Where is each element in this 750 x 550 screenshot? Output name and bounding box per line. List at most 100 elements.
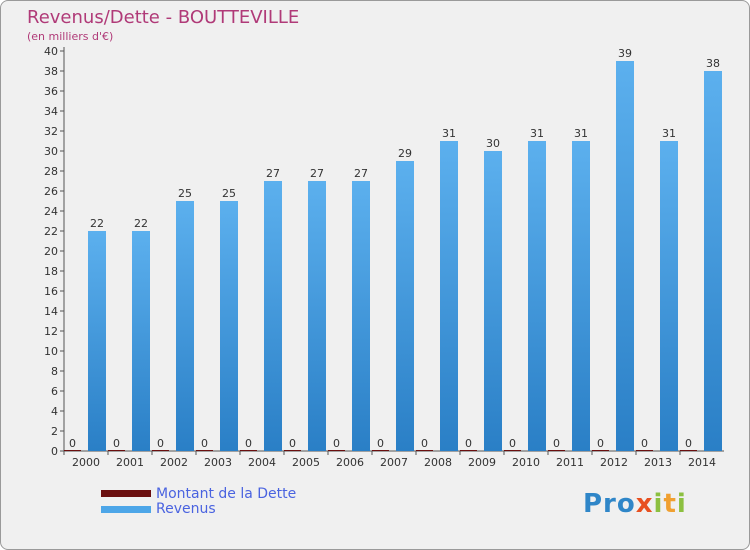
data-label-revenus-2012: 39 bbox=[618, 47, 632, 60]
y-tick-label-8: 8 bbox=[51, 365, 58, 378]
bar-dette-2005 bbox=[284, 450, 301, 451]
legend-swatch-revenus bbox=[101, 506, 151, 513]
data-label-dette-2004: 0 bbox=[245, 437, 252, 450]
bar-dette-2000 bbox=[64, 450, 81, 451]
data-label-dette-2007: 0 bbox=[377, 437, 384, 450]
legend-label-dette: Montant de la Dette bbox=[156, 486, 297, 502]
data-label-revenus-2007: 29 bbox=[398, 147, 412, 160]
data-label-revenus-2008: 31 bbox=[442, 127, 456, 140]
bar-dette-2011 bbox=[548, 450, 565, 451]
data-label-dette-2006: 0 bbox=[333, 437, 340, 450]
y-tick-label-6: 6 bbox=[51, 385, 58, 398]
y-tick-label-30: 30 bbox=[44, 145, 58, 158]
y-tick-label-28: 28 bbox=[44, 165, 58, 178]
data-label-revenus-2013: 31 bbox=[662, 127, 676, 140]
y-tick-label-36: 36 bbox=[44, 85, 58, 98]
bar-revenus-2011 bbox=[572, 141, 590, 451]
bar-dette-2010 bbox=[504, 450, 521, 451]
y-tick-label-26: 26 bbox=[44, 185, 58, 198]
x-tick-label-2003: 2003 bbox=[204, 456, 232, 469]
y-tick-label-20: 20 bbox=[44, 245, 58, 258]
x-tick-label-2005: 2005 bbox=[292, 456, 320, 469]
bar-dette-2008 bbox=[416, 450, 433, 451]
y-tick-label-34: 34 bbox=[44, 105, 58, 118]
bar-dette-2004 bbox=[240, 450, 257, 451]
data-label-revenus-2011: 31 bbox=[574, 127, 588, 140]
data-label-dette-2002: 0 bbox=[157, 437, 164, 450]
data-label-dette-2012: 0 bbox=[597, 437, 604, 450]
bar-revenus-2010 bbox=[528, 141, 546, 451]
bar-dette-2002 bbox=[152, 450, 169, 451]
x-tick-label-2012: 2012 bbox=[600, 456, 628, 469]
bar-dette-2006 bbox=[328, 450, 345, 451]
x-tick-label-2007: 2007 bbox=[380, 456, 408, 469]
bar-revenus-2000 bbox=[88, 231, 106, 451]
bar-dette-2003 bbox=[196, 450, 213, 451]
data-label-revenus-2010: 31 bbox=[530, 127, 544, 140]
bar-revenus-2014 bbox=[704, 71, 722, 451]
x-tick-label-2004: 2004 bbox=[248, 456, 276, 469]
data-label-revenus-2001: 22 bbox=[134, 217, 148, 230]
bar-revenus-2009 bbox=[484, 151, 502, 451]
x-tick-label-2014: 2014 bbox=[688, 456, 716, 469]
data-label-dette-2001: 0 bbox=[113, 437, 120, 450]
bar-dette-2014 bbox=[680, 450, 697, 451]
y-tick-label-40: 40 bbox=[44, 45, 58, 58]
bar-revenus-2012 bbox=[616, 61, 634, 451]
y-tick-label-12: 12 bbox=[44, 325, 58, 338]
data-label-dette-2014: 0 bbox=[685, 437, 692, 450]
chart-subtitle: (en milliers d'€) bbox=[27, 30, 114, 43]
data-label-revenus-2014: 38 bbox=[706, 57, 720, 70]
data-label-dette-2010: 0 bbox=[509, 437, 516, 450]
data-label-revenus-2003: 25 bbox=[222, 187, 236, 200]
data-label-dette-2011: 0 bbox=[553, 437, 560, 450]
data-label-revenus-2006: 27 bbox=[354, 167, 368, 180]
bar-revenus-2013 bbox=[660, 141, 678, 451]
bar-revenus-2004 bbox=[264, 181, 282, 451]
bar-revenus-2008 bbox=[440, 141, 458, 451]
bar-dette-2013 bbox=[636, 450, 653, 451]
proxiti-logo: Proxiti bbox=[583, 489, 687, 519]
bar-revenus-2007 bbox=[396, 161, 414, 451]
x-tick-label-2000: 2000 bbox=[72, 456, 100, 469]
y-tick-label-14: 14 bbox=[44, 305, 58, 318]
bar-revenus-2002 bbox=[176, 201, 194, 451]
bar-dette-2007 bbox=[372, 450, 389, 451]
legend-swatch-dette bbox=[101, 490, 151, 497]
data-label-dette-2000: 0 bbox=[69, 437, 76, 450]
data-label-revenus-2000: 22 bbox=[90, 217, 104, 230]
y-tick-label-22: 22 bbox=[44, 225, 58, 238]
bar-dette-2009 bbox=[460, 450, 477, 451]
x-tick-label-2008: 2008 bbox=[424, 456, 452, 469]
x-tick-label-2010: 2010 bbox=[512, 456, 540, 469]
y-tick-label-0: 0 bbox=[51, 445, 58, 458]
bar-dette-2012 bbox=[592, 450, 609, 451]
y-tick-label-10: 10 bbox=[44, 345, 58, 358]
data-label-dette-2008: 0 bbox=[421, 437, 428, 450]
x-tick-label-2006: 2006 bbox=[336, 456, 364, 469]
y-tick-label-32: 32 bbox=[44, 125, 58, 138]
data-label-dette-2009: 0 bbox=[465, 437, 472, 450]
bar-revenus-2001 bbox=[132, 231, 150, 451]
y-tick-label-4: 4 bbox=[51, 405, 58, 418]
y-tick-label-18: 18 bbox=[44, 265, 58, 278]
legend-label-revenus: Revenus bbox=[156, 501, 216, 517]
x-tick-label-2009: 2009 bbox=[468, 456, 496, 469]
data-label-dette-2013: 0 bbox=[641, 437, 648, 450]
data-label-dette-2005: 0 bbox=[289, 437, 296, 450]
data-label-revenus-2009: 30 bbox=[486, 137, 500, 150]
y-tick-label-2: 2 bbox=[51, 425, 58, 438]
x-tick-label-2002: 2002 bbox=[160, 456, 188, 469]
y-tick-label-16: 16 bbox=[44, 285, 58, 298]
y-tick-label-24: 24 bbox=[44, 205, 58, 218]
x-tick-label-2013: 2013 bbox=[644, 456, 672, 469]
bar-dette-2001 bbox=[108, 450, 125, 451]
data-label-revenus-2002: 25 bbox=[178, 187, 192, 200]
bar-revenus-2006 bbox=[352, 181, 370, 451]
data-label-dette-2003: 0 bbox=[201, 437, 208, 450]
y-tick-label-38: 38 bbox=[44, 65, 58, 78]
chart-title: Revenus/Dette - BOUTTEVILLE bbox=[27, 7, 300, 28]
bar-revenus-2003 bbox=[220, 201, 238, 451]
